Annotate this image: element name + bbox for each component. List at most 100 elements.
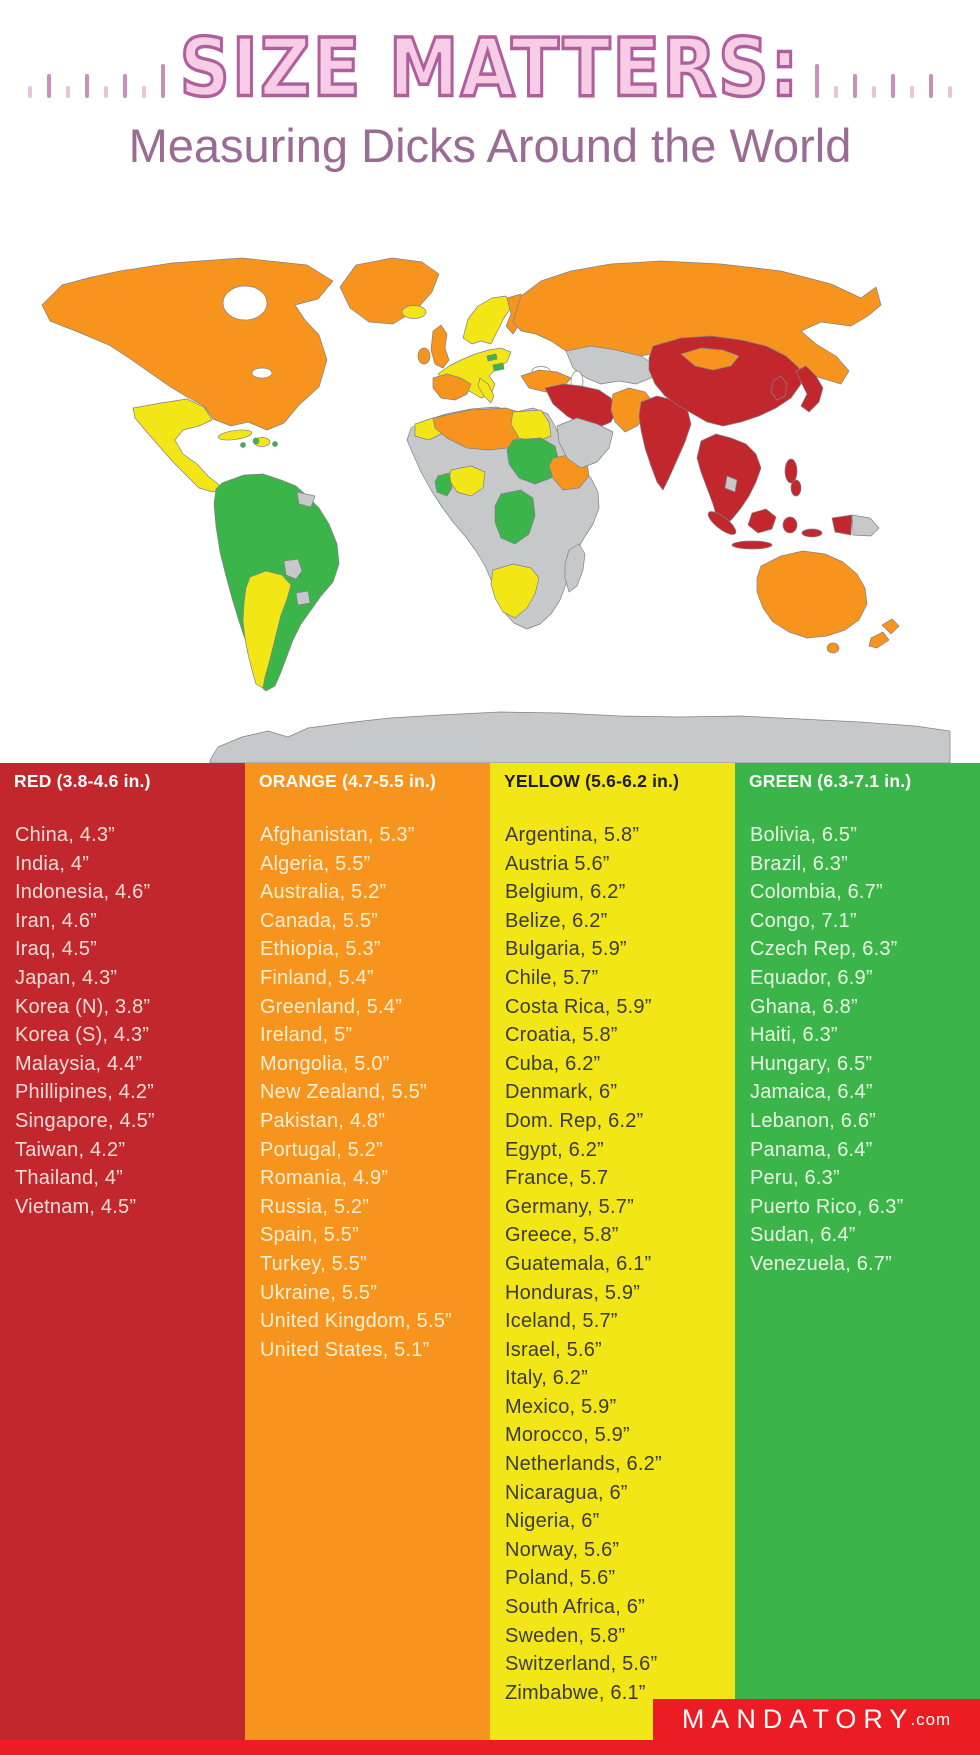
size-category-column-yellow: YELLOW (5.6-6.2 in.) Argentina, 5.8” Aust… bbox=[490, 763, 735, 1740]
country-item: South Africa, 6” bbox=[505, 1596, 645, 1619]
country-item: New Zealand, 5.5” bbox=[260, 1081, 427, 1104]
page-title: SIZE MATTERS: bbox=[178, 21, 801, 115]
map-region-algeria-libya bbox=[432, 407, 526, 451]
country-item: Germany, 5.7” bbox=[505, 1195, 634, 1218]
size-category-column-orange: ORANGE (4.7-5.5 in.) Afghanistan, 5.3” Al… bbox=[245, 763, 490, 1740]
country-item: Japan, 4.3” bbox=[15, 966, 118, 989]
map-water-hudson-bay bbox=[222, 285, 268, 321]
map-region-papua-new-guinea bbox=[851, 514, 880, 537]
country-item: Russia, 5.2” bbox=[260, 1195, 370, 1218]
country-item: Puerto Rico, 6.3” bbox=[750, 1195, 904, 1218]
map-region-japan bbox=[795, 365, 824, 413]
map-region-tasmania bbox=[826, 642, 840, 654]
footer-strip bbox=[0, 1740, 980, 1755]
size-category-column-red: RED (3.8-4.6 in.) China, 4.3” India, 4” In… bbox=[0, 763, 245, 1740]
country-item: Colombia, 6.7” bbox=[750, 881, 883, 904]
country-item: Mongolia, 5.0” bbox=[260, 1052, 390, 1075]
size-category-column-green: GREEN (6.3-7.1 in.) Bolivia, 6.5” Brazil,… bbox=[735, 763, 980, 1740]
country-item: Israel, 5.6” bbox=[505, 1338, 602, 1361]
map-region-sudan bbox=[506, 437, 560, 485]
country-item: Chile, 5.7” bbox=[505, 966, 599, 989]
map-region-argentina-chile bbox=[242, 570, 292, 689]
map-region-korea bbox=[770, 375, 788, 401]
map-region-laos-cambodia bbox=[724, 475, 738, 493]
column-header-green: GREEN (6.3-7.1 in.) bbox=[749, 771, 912, 791]
country-item: Turkey, 5.5” bbox=[260, 1252, 367, 1275]
country-item: Phillipines, 4.2” bbox=[15, 1081, 155, 1104]
map-region-scandinavia bbox=[462, 295, 513, 345]
map-region-borneo bbox=[747, 508, 777, 534]
country-item: Cuba, 6.2” bbox=[505, 1052, 601, 1075]
country-item: Iraq, 4.5” bbox=[15, 938, 98, 961]
country-item: Italy, 6.2” bbox=[505, 1367, 588, 1390]
map-region-mexico-central-america bbox=[132, 398, 223, 493]
country-item: Indonesia, 4.6” bbox=[15, 881, 151, 904]
map-region-papua-west bbox=[831, 514, 853, 536]
country-item: Nigeria, 6” bbox=[505, 1510, 600, 1533]
country-item: Ireland, 5” bbox=[260, 1024, 353, 1047]
country-item: Czech Rep, 6.3” bbox=[750, 938, 898, 961]
category-columns: RED (3.8-4.6 in.) China, 4.3” India, 4” In… bbox=[0, 763, 980, 1740]
country-item: Portugal, 5.2” bbox=[260, 1138, 383, 1161]
country-item: Bolivia, 6.5” bbox=[750, 824, 858, 846]
country-item: Singapore, 4.5” bbox=[15, 1109, 155, 1132]
country-item: Haiti, 6.3” bbox=[750, 1024, 838, 1047]
country-item: Greenland, 5.4” bbox=[260, 995, 402, 1018]
country-item: Vietnam, 4.5” bbox=[15, 1195, 137, 1218]
country-item: Mexico, 5.9” bbox=[505, 1395, 617, 1418]
map-region-madagascar bbox=[564, 543, 586, 593]
country-item: United States, 5.1” bbox=[260, 1338, 430, 1361]
country-item: Greece, 5.8” bbox=[505, 1224, 619, 1247]
country-item: Denmark, 6” bbox=[505, 1081, 618, 1104]
country-item: Thailand, 4” bbox=[15, 1167, 124, 1190]
map-region-jamaica bbox=[240, 442, 246, 448]
country-list-red: China, 4.3” India, 4” Indonesia, 4.6” Iran,… bbox=[0, 800, 245, 1221]
country-item: Belgium, 6.2” bbox=[505, 881, 626, 904]
country-item: Ukraine, 5.5” bbox=[260, 1281, 378, 1304]
country-item: Bulgaria, 5.9” bbox=[505, 938, 627, 961]
country-item: Taiwan, 4.2” bbox=[15, 1138, 126, 1161]
country-item: Spain, 5.5” bbox=[260, 1224, 359, 1247]
ruler-ticks-right bbox=[814, 64, 952, 108]
brand-suffix-text: .com bbox=[910, 1709, 952, 1729]
country-item: Lebanon, 6.6” bbox=[750, 1109, 877, 1132]
country-item: Panama, 6.4” bbox=[750, 1138, 873, 1161]
map-region-antarctica bbox=[209, 711, 951, 763]
column-header-red: RED (3.8-4.6 in.) bbox=[14, 771, 151, 791]
country-item: Korea (S), 4.3” bbox=[15, 1024, 150, 1047]
country-item: Egypt, 6.2” bbox=[505, 1138, 604, 1161]
country-item: Honduras, 5.9” bbox=[505, 1281, 641, 1304]
country-item: Iceland, 5.7” bbox=[505, 1310, 618, 1333]
country-item: Finland, 5.4” bbox=[260, 966, 374, 989]
map-region-guyanas bbox=[296, 491, 316, 508]
map-region-czech-republic bbox=[486, 353, 498, 362]
country-list-yellow: Argentina, 5.8” Austria 5.6” Belgium, 6.2”… bbox=[490, 800, 735, 1707]
country-item: Nicaragua, 6” bbox=[505, 1481, 628, 1504]
country-item: Norway, 5.6” bbox=[505, 1538, 620, 1561]
country-item: Morocco, 5.9” bbox=[505, 1424, 630, 1447]
map-region-sumatra bbox=[707, 511, 737, 535]
country-list-green: Bolivia, 6.5” Brazil, 6.3” Colombia, 6.7” C… bbox=[735, 800, 980, 1279]
map-region-iceland bbox=[401, 305, 427, 319]
country-item: Costa Rica, 5.9” bbox=[505, 995, 652, 1018]
country-item: Korea (N), 3.8” bbox=[15, 995, 151, 1018]
country-item: United Kingdom, 5.5” bbox=[260, 1310, 452, 1333]
map-region-new-zealand-south bbox=[868, 631, 890, 649]
column-header-yellow: YELLOW (5.6-6.2 in.) bbox=[504, 771, 680, 791]
country-item: Belize, 6.2” bbox=[505, 909, 608, 932]
map-region-maluku bbox=[801, 528, 823, 538]
map-region-philippines-south bbox=[790, 479, 802, 497]
map-region-hungary bbox=[492, 362, 505, 372]
country-item: Zimbabwe, 6.1” bbox=[505, 1681, 646, 1704]
country-item: Hungary, 6.5” bbox=[750, 1052, 873, 1075]
map-region-italy bbox=[477, 377, 495, 404]
country-item: Poland, 5.6” bbox=[505, 1567, 616, 1590]
country-item: Ghana, 6.8” bbox=[750, 995, 858, 1018]
column-header-orange: ORANGE (4.7-5.5 in.) bbox=[259, 771, 437, 791]
brand-banner: MANDATORY .com bbox=[653, 1699, 980, 1740]
country-item: Jamaica, 6.4” bbox=[750, 1081, 873, 1104]
map-region-iberia bbox=[432, 373, 472, 401]
country-item: Equador, 6.9” bbox=[750, 966, 873, 989]
country-item: Malaysia, 4.4” bbox=[15, 1052, 143, 1075]
